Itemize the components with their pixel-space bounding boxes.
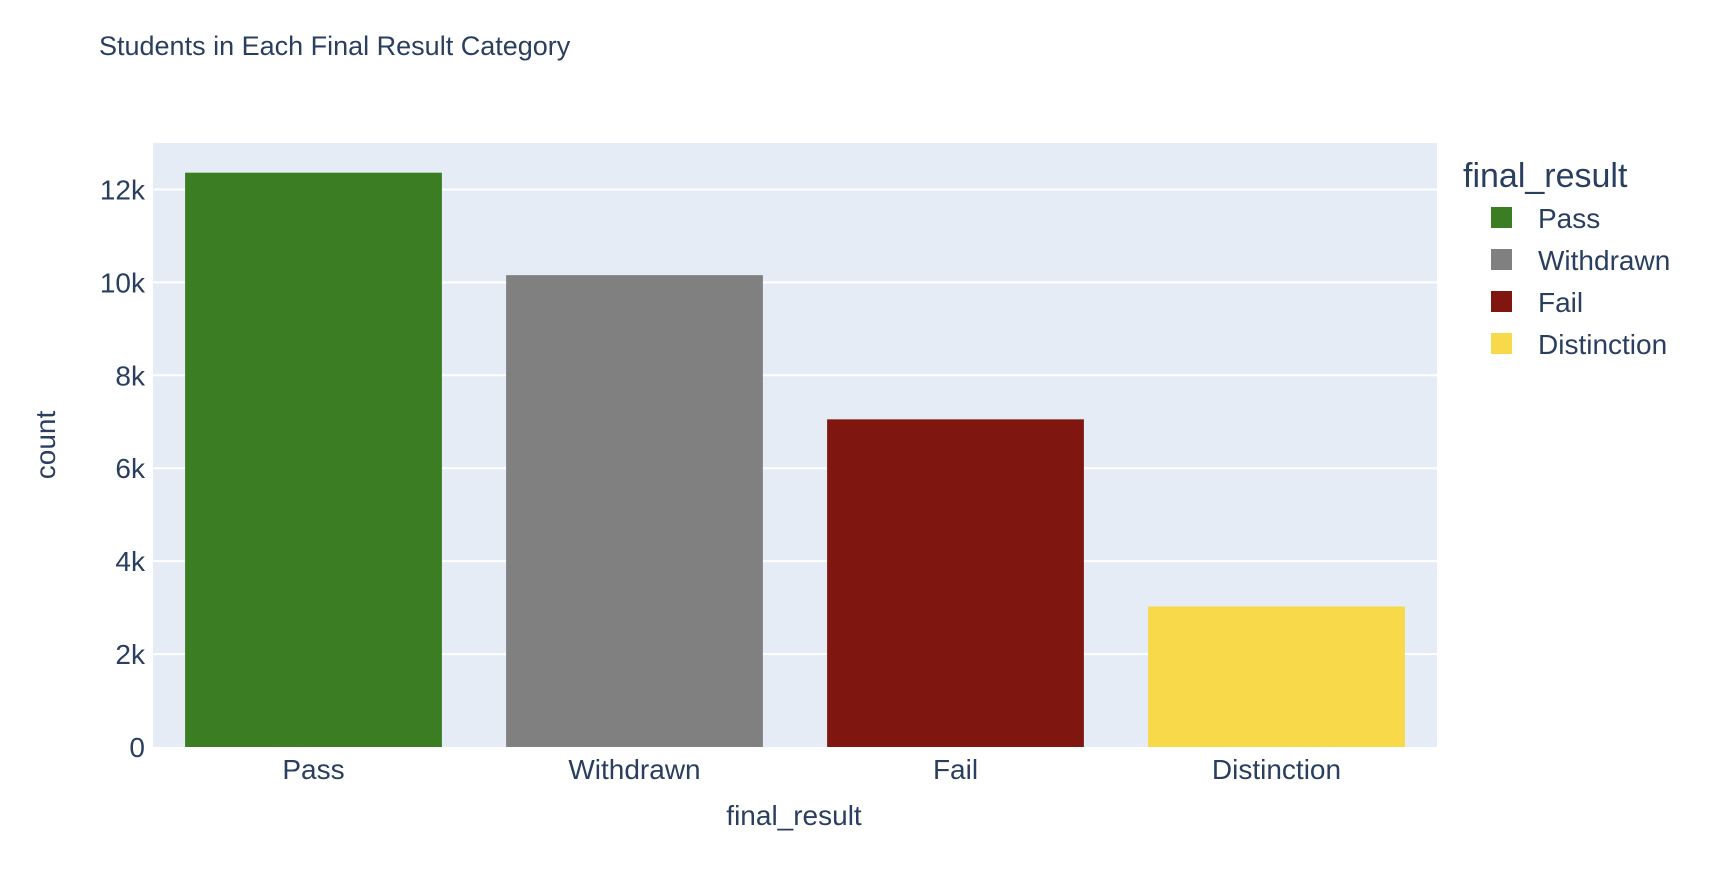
y-tick-label: 2k [115, 639, 146, 670]
x-tick-label: Withdrawn [568, 754, 700, 785]
y-tick-label: 10k [100, 267, 146, 298]
y-tick-label: 6k [115, 453, 146, 484]
y-tick-label: 8k [115, 360, 146, 391]
legend-swatch [1491, 291, 1512, 312]
y-tick-label: 0 [129, 732, 145, 763]
x-tick-label: Fail [933, 754, 978, 785]
legend-items: Pass Withdrawn Fail Distinction [1491, 203, 1670, 360]
legend-title: final_result [1463, 157, 1628, 195]
y-axis-ticks: 0 2k 4k 6k 8k 10k 12k [100, 174, 146, 763]
x-tick-label: Distinction [1212, 754, 1341, 785]
legend-item-label: Distinction [1538, 329, 1667, 360]
bars [185, 172, 1405, 748]
y-tick-label: 12k [100, 174, 146, 205]
x-axis-title: final_result [726, 800, 862, 831]
legend-swatch [1491, 249, 1512, 270]
legend: final_result Pass Withdrawn Fail Distinctio… [1463, 157, 1670, 360]
legend-item-label: Fail [1538, 287, 1583, 318]
chart-title: Students in Each Final Result Category [99, 31, 571, 61]
legend-item-label: Withdrawn [1538, 245, 1670, 276]
bar-withdrawn [506, 275, 763, 747]
bar-pass [185, 172, 442, 748]
x-tick-label: Pass [282, 754, 344, 785]
y-tick-label: 4k [115, 546, 146, 577]
legend-item-label: Pass [1538, 203, 1600, 234]
bar-distinction [1148, 606, 1405, 747]
legend-swatch [1491, 333, 1512, 354]
legend-swatch [1491, 207, 1512, 228]
bar-fail [827, 419, 1084, 747]
y-axis-title: count [30, 411, 61, 480]
x-axis-ticks: Pass Withdrawn Fail Distinction [282, 754, 1341, 785]
